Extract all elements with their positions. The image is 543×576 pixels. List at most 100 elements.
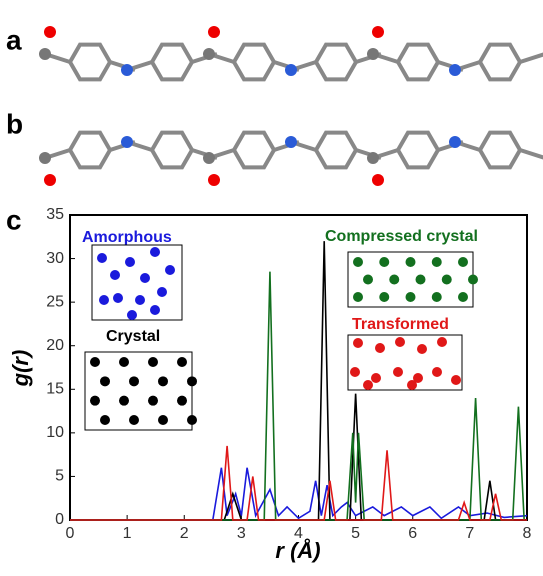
inset-atom — [363, 275, 373, 285]
inset-atom — [379, 257, 389, 267]
x-tick-label: 6 — [408, 525, 417, 542]
inset-atom — [353, 338, 363, 348]
inset-atom — [389, 275, 399, 285]
x-tick-label: 8 — [523, 525, 532, 542]
inset-atom — [353, 292, 363, 302]
inset-atom — [187, 376, 197, 386]
panel-label: b — [6, 108, 23, 139]
y-tick-label: 20 — [46, 337, 64, 354]
inset-atom — [437, 337, 447, 347]
ring — [152, 45, 192, 80]
inset-atom — [127, 310, 137, 320]
x-tick-label: 0 — [66, 525, 75, 542]
atom — [121, 136, 133, 148]
legend-label: Transformed — [352, 316, 449, 333]
atom — [39, 48, 51, 60]
molecules — [39, 26, 543, 186]
ring — [152, 133, 192, 168]
ring — [234, 133, 274, 168]
atom — [367, 152, 379, 164]
ring — [398, 133, 438, 168]
ring — [316, 133, 356, 168]
inset-atom — [99, 295, 109, 305]
inset-atom — [468, 275, 478, 285]
oxygen — [208, 26, 220, 38]
inset-atom — [150, 247, 160, 257]
inset-atom — [165, 265, 175, 275]
y-tick-label: 25 — [46, 293, 64, 310]
inset-atom — [416, 275, 426, 285]
legend-label: Compressed crystal — [325, 228, 478, 245]
x-tick-label: 4 — [294, 525, 303, 542]
y-axis-label: g(r) — [8, 350, 33, 388]
page: a b c r (Å) g(r) AmorphousCrystalCompres… — [0, 0, 543, 576]
inset-atom — [119, 396, 129, 406]
inset-atom — [148, 396, 158, 406]
panel-label: a — [6, 24, 22, 55]
legend-label: Crystal — [106, 328, 160, 345]
inset-atom — [135, 295, 145, 305]
inset-atom — [363, 380, 373, 390]
y-tick-label: 15 — [46, 381, 64, 398]
atom — [449, 64, 461, 76]
panel-label: c — [6, 204, 22, 235]
atom — [285, 64, 297, 76]
figure: a b c r (Å) g(r) AmorphousCrystalCompres… — [0, 0, 543, 571]
inset-atom — [371, 373, 381, 383]
y-tick-label: 30 — [46, 250, 64, 267]
inset-atom — [129, 376, 139, 386]
bond — [520, 150, 543, 158]
oxygen — [372, 174, 384, 186]
inset-atom — [375, 343, 385, 353]
y-tick-label: 10 — [46, 424, 64, 441]
oxygen — [372, 26, 384, 38]
oxygen — [44, 26, 56, 38]
x-tick-label: 2 — [180, 525, 189, 542]
inset-atom — [395, 337, 405, 347]
inset-atom — [393, 367, 403, 377]
inset-atom — [119, 357, 129, 367]
inset-atom — [97, 253, 107, 263]
inset-atom — [458, 292, 468, 302]
legend-label: Amorphous — [82, 229, 172, 246]
inset-atom — [353, 257, 363, 267]
inset-atom — [379, 292, 389, 302]
ring — [398, 45, 438, 80]
bond — [520, 54, 543, 62]
inset-atom — [451, 375, 461, 385]
x-tick-label: 5 — [351, 525, 360, 542]
ring — [234, 45, 274, 80]
inset-atom — [187, 415, 197, 425]
inset-atom — [177, 357, 187, 367]
inset-atom — [90, 357, 100, 367]
inset-atom — [417, 344, 427, 354]
ring — [316, 45, 356, 80]
inset-atom — [90, 396, 100, 406]
ring — [480, 133, 520, 168]
series-line — [70, 468, 527, 520]
ring — [70, 133, 110, 168]
oxygen — [208, 174, 220, 186]
inset-atom — [158, 415, 168, 425]
inset-atom — [458, 257, 468, 267]
inset-atom — [432, 257, 442, 267]
inset-atom — [442, 275, 452, 285]
atom — [121, 64, 133, 76]
inset-atom — [407, 380, 417, 390]
y-tick-label: 35 — [46, 206, 64, 223]
inset-atom — [125, 257, 135, 267]
oxygen — [44, 174, 56, 186]
inset-atom — [406, 257, 416, 267]
inset-atom — [157, 287, 167, 297]
inset-atom — [129, 415, 139, 425]
insets: Amorphous Crystal Compressed crystal Transf… — [82, 228, 478, 430]
x-tick-label: 3 — [237, 525, 246, 542]
x-tick-label: 1 — [123, 525, 132, 542]
atom — [367, 48, 379, 60]
inset-atom — [177, 396, 187, 406]
ring — [480, 45, 520, 80]
atom — [203, 48, 215, 60]
inset-atom — [158, 376, 168, 386]
inset-atom — [100, 376, 110, 386]
inset-atom — [110, 270, 120, 280]
